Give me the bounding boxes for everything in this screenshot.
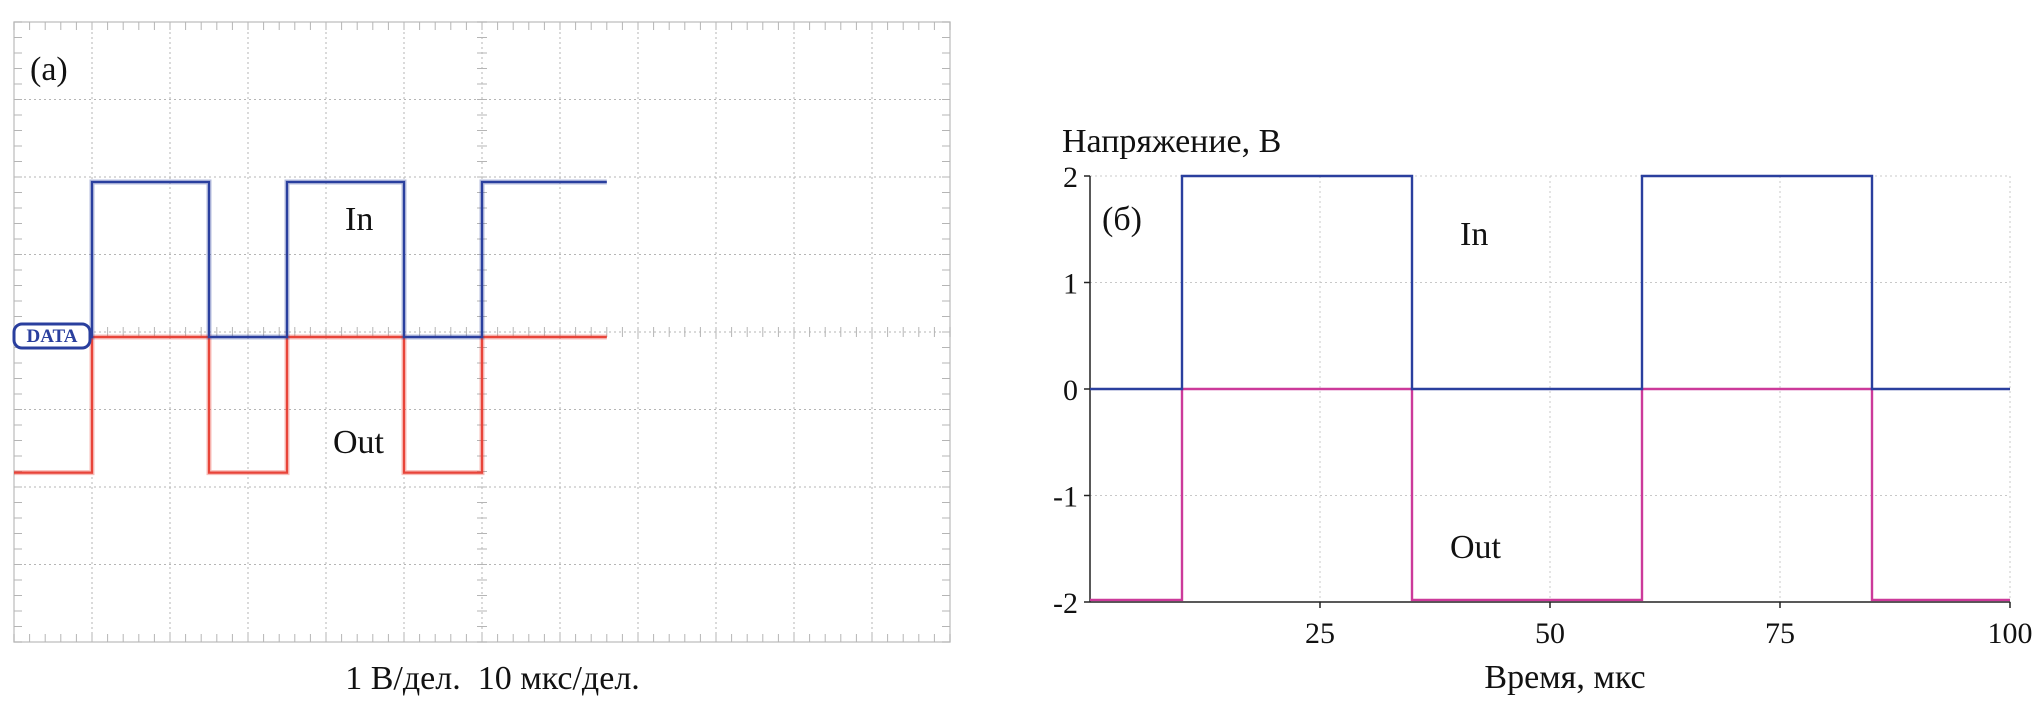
sim-x-axis-label: Время, мкс [1484, 659, 1645, 696]
sim-trace-in [1090, 174, 2010, 391]
data-marker-box [12, 322, 92, 350]
sim-y-tick-label: 0 [1063, 374, 1078, 407]
scope-panel: (a) In Out DATA [12, 21, 951, 643]
scope-trace-out-noise [14, 334, 607, 476]
scope-traces [14, 179, 607, 476]
scope-scale-caption: 1 В/дел. 10 мкс/дел. [345, 660, 640, 697]
sim-y-tick-label: 1 [1063, 268, 1078, 301]
scope-trace-out [14, 335, 607, 474]
sim-x-tick-label: 25 [1305, 617, 1335, 650]
sim-y-tick-label: -1 [1053, 481, 1078, 514]
scope-panel-label: (a) [30, 51, 68, 88]
sim-x-tick-label: 50 [1535, 617, 1565, 650]
scope-series-label-out: Out [333, 424, 385, 461]
sim-trace-out [1090, 387, 2010, 602]
data-marker-badge: DATA [12, 322, 92, 350]
scope-trace-in-noise [14, 179, 607, 340]
sim-y-tick-label: -2 [1053, 587, 1078, 620]
sim-ticks: 25 50 75 100 2 1 0 -1 -2 [1053, 161, 2033, 650]
data-marker-label: DATA [26, 326, 77, 347]
sim-y-axis-label: Напряжение, В [1062, 123, 1281, 160]
scope-trace-in [14, 180, 607, 339]
sim-panel-label: (б) [1102, 201, 1142, 238]
sim-series-label-out: Out [1450, 529, 1502, 566]
sim-panel: 25 50 75 100 2 1 0 -1 -2 Напряжение, В Время, мк… [1053, 123, 2033, 696]
sim-traces [1090, 174, 2010, 602]
sim-x-tick-label: 75 [1765, 617, 1795, 650]
sim-y-tick-label: 2 [1063, 161, 1078, 194]
sim-series-label-in: In [1460, 216, 1488, 253]
sim-x-tick-label: 100 [1988, 617, 2033, 650]
scope-series-label-in: In [345, 201, 373, 238]
